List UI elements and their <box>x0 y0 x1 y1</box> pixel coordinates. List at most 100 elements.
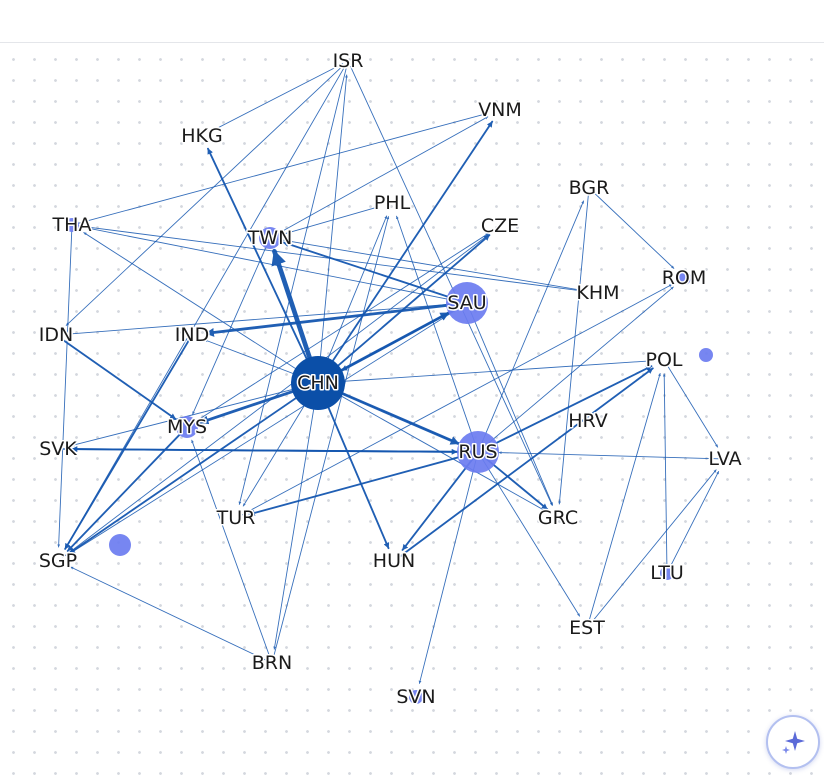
edge-tha-vnm <box>77 112 487 224</box>
labels-layer: ISR VNM HKG BGR PHL THA TWN CZE ROM KHM SAU IDN IND P… <box>37 49 743 710</box>
node-label-grc[interactable]: GRC <box>536 506 579 531</box>
edge-isr-hkg <box>214 63 344 131</box>
edge-pol-lva <box>666 364 719 448</box>
edge-twn-phl <box>275 206 379 237</box>
node-label-est[interactable]: EST <box>568 616 607 641</box>
isolated-node[interactable] <box>109 534 131 556</box>
top-bar <box>0 0 824 43</box>
node-label-ltu[interactable]: LTU <box>649 561 685 586</box>
edge-chn-brn <box>273 388 318 650</box>
edge-rus-chn <box>342 393 473 451</box>
node-sau[interactable] <box>446 282 488 324</box>
edge-ltu-lva <box>669 471 720 569</box>
edge-idn-mys <box>59 337 177 420</box>
node-twn[interactable] <box>259 227 281 249</box>
edge-brn-mys <box>191 439 271 658</box>
node-label-pol[interactable]: POL <box>644 348 684 373</box>
node-label-ind[interactable]: IND <box>173 323 210 348</box>
node-label-khm[interactable]: KHM <box>575 281 621 306</box>
edge-chn-vnm <box>320 120 494 379</box>
edge-ind-sgp <box>64 339 190 550</box>
edges-layer <box>57 63 720 684</box>
node-label-svk[interactable]: SVK <box>38 437 79 462</box>
edge-rus-bgr <box>479 200 585 447</box>
node-label-tur[interactable]: TUR <box>214 506 257 531</box>
edge-bgr-grc <box>558 193 589 505</box>
node-label-hun[interactable]: HUN <box>371 549 416 574</box>
edge-rus-pol <box>482 365 653 451</box>
edge-mys-sgp <box>66 430 184 552</box>
node-label-tha[interactable]: THA <box>50 213 93 238</box>
node-mys[interactable] <box>176 416 198 438</box>
edge-rus-svn <box>418 457 477 684</box>
edge-est-lva <box>590 469 717 624</box>
isolated-node[interactable] <box>699 348 713 362</box>
edge-chn-sgp <box>68 385 314 555</box>
edge-rus-tur <box>248 452 474 516</box>
edge-chn-phl <box>319 215 388 378</box>
edge-chn-cze <box>321 234 491 381</box>
node-label-hrv[interactable]: HRV <box>567 409 609 434</box>
node-label-isr[interactable]: ISR <box>331 49 365 74</box>
assistant-button[interactable] <box>766 715 820 769</box>
edge-sau-twn <box>282 241 463 303</box>
edge-twn-khm <box>275 238 585 292</box>
edge-isr-tur <box>238 66 348 505</box>
edge-chn-tur <box>242 387 316 507</box>
node-label-idn[interactable]: IDN <box>37 323 74 348</box>
edge-chn-isr <box>318 74 348 378</box>
graph-canvas[interactable]: ISR VNM HKG BGR PHL THA TWN CZE ROM KHM SAU IDN IND P… <box>0 43 824 778</box>
network-graph[interactable]: ISR VNM HKG BGR PHL THA TWN CZE ROM KHM SAU IDN IND P… <box>0 43 824 778</box>
node-label-sau[interactable]: SAU <box>446 291 488 316</box>
edge-hun-pol <box>397 367 654 559</box>
edge-brn-sgp <box>70 566 268 661</box>
node-rom[interactable] <box>677 271 691 285</box>
node-tha[interactable] <box>65 218 79 232</box>
node-label-rom[interactable]: ROM <box>660 266 708 291</box>
node-label-chn[interactable]: CHN <box>296 371 341 396</box>
node-label-brn[interactable]: BRN <box>250 651 293 676</box>
node-label-cze[interactable]: CZE <box>479 214 520 239</box>
sparkle-icon <box>782 731 805 754</box>
node-ltu[interactable] <box>660 566 674 580</box>
node-label-vnm[interactable]: VNM <box>477 98 524 123</box>
edge-sau-chn <box>340 304 463 372</box>
node-label-svn[interactable]: SVN <box>395 685 437 710</box>
edge-sau-ind <box>204 302 463 337</box>
node-chn[interactable] <box>291 356 345 410</box>
node-rus[interactable] <box>457 431 499 473</box>
edge-bgr-rom <box>592 191 675 269</box>
node-label-mys[interactable]: MYS <box>165 415 208 440</box>
node-svn[interactable] <box>409 690 423 704</box>
node-label-rus[interactable]: RUS <box>457 440 499 465</box>
node-label-twn[interactable]: TWN <box>245 226 294 251</box>
edge-sau-tha <box>85 226 462 303</box>
edge-chn-hun <box>319 387 390 550</box>
edge-lva-rus <box>498 451 720 460</box>
edge-rus-est <box>480 456 581 617</box>
edge-chn-grc <box>322 385 547 512</box>
edge-chn-pol <box>323 359 651 384</box>
edge-chn-twn <box>271 248 319 380</box>
edge-est-pol <box>588 373 661 623</box>
edge-twn-mys <box>192 243 269 415</box>
edge-ltu-pol <box>662 373 668 568</box>
edge-sau-idn <box>69 303 462 336</box>
edge-sau-grc <box>468 308 553 506</box>
edge-isr-sgp <box>64 65 346 550</box>
edge-tha-sgp <box>57 230 73 548</box>
edge-isr-grc <box>350 66 553 506</box>
nodes-layer <box>65 218 713 704</box>
node-label-hkg[interactable]: HKG <box>180 124 224 149</box>
node-label-sgp[interactable]: SGP <box>37 549 78 574</box>
edge-rus-phl <box>396 215 477 447</box>
edge-chn-svk <box>71 384 313 447</box>
edge-tur-rom <box>240 284 673 516</box>
node-label-lva[interactable]: LVA <box>707 447 743 472</box>
edge-chn-tha <box>83 232 314 381</box>
node-label-bgr[interactable]: BGR <box>567 176 611 201</box>
edge-tha-khm <box>77 225 585 293</box>
edge-brn-phl <box>273 216 390 658</box>
node-label-phl[interactable]: PHL <box>372 191 412 216</box>
edge-rus-hun <box>401 455 476 551</box>
